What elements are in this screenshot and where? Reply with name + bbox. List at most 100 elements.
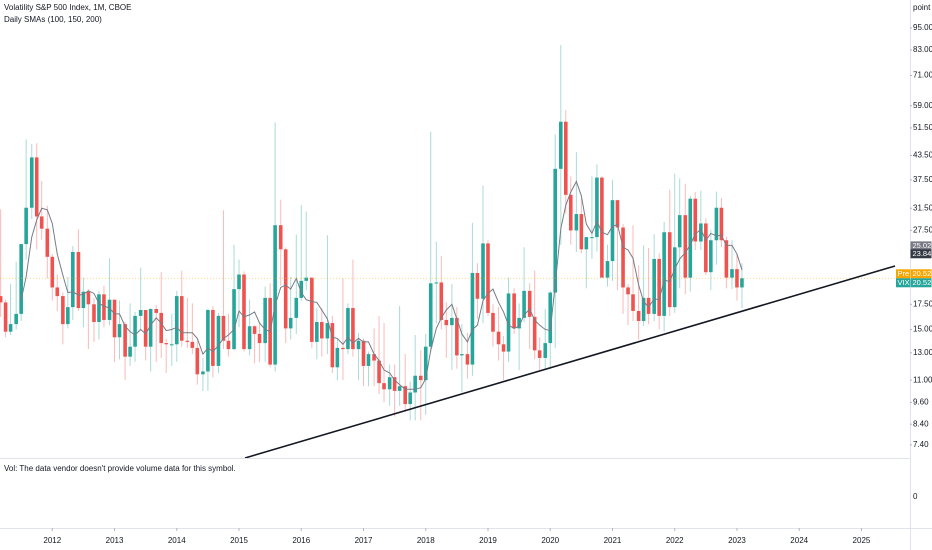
candle-body	[517, 317, 521, 329]
candle-body	[185, 340, 190, 342]
candle-body	[646, 297, 651, 314]
candle-body	[252, 326, 257, 334]
candle-body	[553, 168, 558, 293]
candle-body	[470, 272, 475, 365]
candle-body	[382, 383, 386, 390]
candle-body	[50, 256, 55, 288]
candle-body	[559, 121, 563, 169]
candle-body	[735, 269, 739, 288]
candle-body	[626, 287, 630, 295]
candle-body	[117, 324, 122, 338]
x-tick-label: 2024	[790, 536, 808, 545]
x-tick-label: 2012	[43, 536, 61, 545]
price-label-name: VIX	[898, 278, 910, 287]
candle-body	[506, 293, 511, 352]
candle-body	[522, 290, 526, 318]
candle-body	[148, 309, 153, 347]
candle-body	[512, 293, 516, 329]
candle-body	[537, 350, 542, 358]
candle-body	[740, 278, 744, 288]
x-tick-label: 2014	[168, 536, 186, 545]
candle-body	[455, 317, 459, 356]
candle-body	[76, 252, 81, 309]
candle-body	[693, 198, 698, 242]
plot-area	[0, 45, 910, 421]
candle-body	[387, 377, 392, 390]
candle-body	[486, 243, 490, 313]
y-tick-label: 71.00	[913, 71, 932, 80]
y-unit: point	[913, 3, 931, 12]
volume-note: Vol: The data vendor doesn't provide vol…	[4, 464, 236, 473]
y-tick-label: 51.50	[913, 123, 932, 132]
candle-body	[366, 354, 371, 366]
chart-title: Volatility S&P 500 Index, 1M, CBOE	[4, 3, 131, 12]
x-tick-label: 2015	[230, 536, 248, 545]
x-tick-label: 2017	[355, 536, 373, 545]
x-tick-label: 2020	[541, 536, 559, 545]
x-tick-label: 2025	[853, 536, 871, 545]
candle-body	[304, 277, 309, 281]
y-tick-label: 59.00	[913, 101, 932, 110]
candle-body	[164, 343, 168, 345]
candle-body	[714, 207, 719, 241]
candle-body	[413, 375, 417, 393]
price-label-box	[910, 269, 932, 279]
candle-body	[247, 326, 252, 350]
sma-line	[20, 180, 743, 390]
candle-body	[34, 157, 39, 217]
candle-body	[3, 302, 8, 332]
candle-body	[657, 258, 661, 316]
candle-body	[527, 290, 532, 317]
candle-body	[709, 240, 713, 273]
candle-body	[29, 157, 34, 208]
candle-body	[206, 309, 210, 372]
y-tick-label: 17.50	[913, 299, 932, 308]
y-tick-label: 95.00	[913, 23, 932, 32]
candle-body	[226, 340, 231, 350]
y-tick-label: 37.50	[913, 175, 932, 184]
candle-body	[377, 360, 381, 384]
candle-body	[310, 277, 314, 342]
price-label-value: 20.52	[913, 278, 932, 287]
candle-body	[465, 354, 470, 365]
candle-body	[14, 313, 18, 325]
candle-body	[61, 296, 65, 325]
candle-body	[434, 282, 439, 284]
candle-body	[543, 343, 548, 358]
candle-body	[423, 346, 428, 381]
candle-body	[195, 347, 200, 375]
candle-body	[610, 200, 615, 262]
volume-tick-label: 0	[913, 492, 918, 501]
candle-body	[211, 309, 215, 366]
candle-body	[568, 194, 573, 231]
candle-body	[418, 375, 423, 381]
candle-body	[138, 309, 143, 316]
candle-body	[288, 317, 293, 329]
candle-body	[283, 249, 288, 329]
candle-body	[403, 386, 408, 405]
candle-body	[107, 299, 112, 320]
price-label-value: 25.02	[913, 241, 932, 250]
candle-body	[615, 200, 620, 228]
candle-body	[330, 323, 335, 368]
x-tick-label: 2018	[417, 536, 435, 545]
candle-body	[475, 272, 480, 299]
y-tick-label: 31.50	[913, 203, 932, 212]
candle-body	[278, 225, 283, 250]
candle-body	[677, 215, 682, 248]
candle-body	[351, 308, 355, 350]
candle-body	[548, 292, 553, 344]
candle-body	[315, 322, 319, 342]
candle-body	[444, 319, 449, 326]
candle-body	[0, 296, 3, 303]
candle-body	[605, 261, 610, 278]
candle-body	[346, 308, 350, 350]
candle-body	[641, 297, 646, 321]
price-label-name-box	[896, 269, 910, 279]
candle-body	[636, 310, 641, 321]
y-tick-label: 7.40	[913, 440, 929, 449]
x-tick-label: 2016	[292, 536, 310, 545]
x-tick-label: 2022	[666, 536, 684, 545]
candle-body	[159, 312, 164, 344]
